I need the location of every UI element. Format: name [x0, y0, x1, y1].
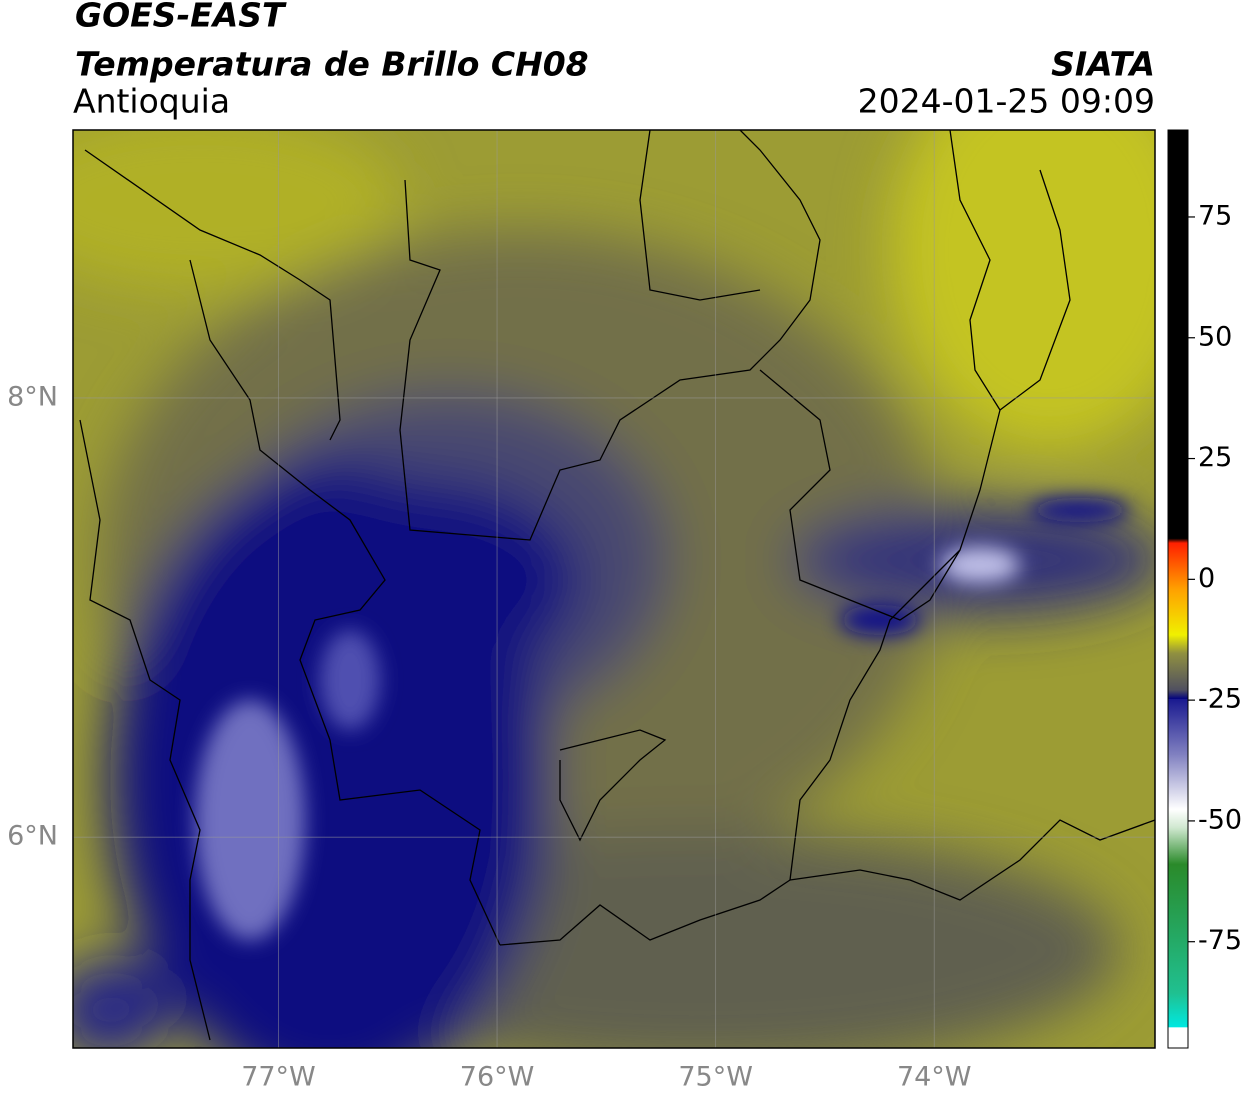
x-tick-label: 77°W [241, 1062, 316, 1093]
colorbar-tick-label: 0 [1198, 563, 1215, 594]
x-tick-label: 74°W [897, 1062, 972, 1093]
satellite-image [73, 130, 1155, 1048]
title: GOES-EAST [75, 0, 287, 35]
y-tick-label: 8°N [7, 381, 58, 412]
colorbar-tick-label: -25 [1198, 684, 1242, 715]
colorbar [1167, 129, 1189, 1049]
timestamp: 2024-01-25 09:09 [858, 82, 1155, 121]
map-frame [72, 129, 1156, 1049]
colorbar-tick-label: -50 [1198, 804, 1242, 835]
region: Antioquia [73, 82, 230, 121]
colorbar-tick-label: 75 [1198, 200, 1232, 231]
colorbar-tick-label: 50 [1198, 321, 1232, 352]
colorbar-tick-label: 25 [1198, 442, 1232, 473]
colorbar-tick-label: -75 [1198, 925, 1242, 956]
x-tick-label: 76°W [460, 1062, 535, 1093]
source: SIATA [1051, 45, 1155, 84]
subtitle: Temperatura de Brillo CH08 [75, 45, 589, 84]
y-tick-label: 6°N [7, 821, 58, 852]
x-tick-label: 75°W [678, 1062, 753, 1093]
